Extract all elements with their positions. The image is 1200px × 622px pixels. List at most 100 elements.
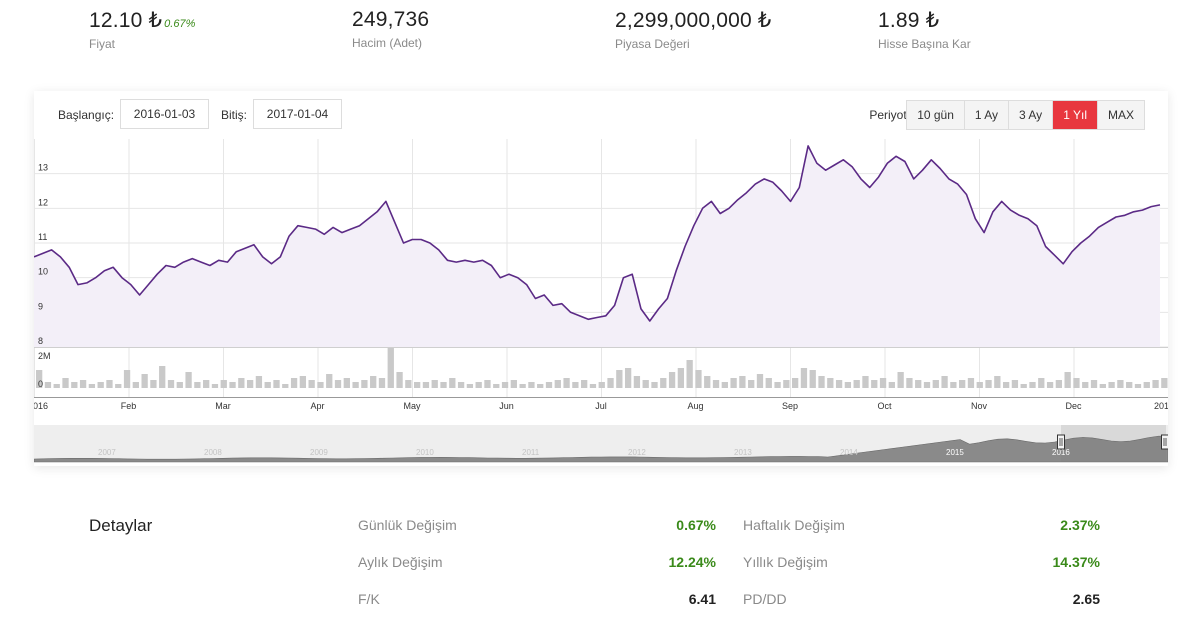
period-button-1-month[interactable]: 1 Ay xyxy=(964,101,1010,129)
volume-bar xyxy=(194,382,201,388)
volume-bar xyxy=(800,368,808,388)
navigator-year-label: 2007 xyxy=(98,448,116,457)
volume-bar xyxy=(264,382,271,388)
volume-bar xyxy=(71,382,78,388)
pb-ratio-label: PD/DD xyxy=(743,591,787,607)
period-button-1-year[interactable]: 1 Yıl xyxy=(1053,101,1098,129)
volume-bar xyxy=(1152,380,1159,388)
navigator-handle[interactable] xyxy=(1161,434,1169,450)
volume-bar xyxy=(1002,382,1010,388)
volume-bar xyxy=(783,380,790,388)
volume-bar xyxy=(756,374,764,388)
volume-bar xyxy=(1082,382,1089,388)
volume-bar xyxy=(176,382,183,388)
volume-bar xyxy=(141,374,148,388)
volume-bar xyxy=(370,376,377,388)
volume-bar xyxy=(1029,382,1036,388)
volume-bar xyxy=(106,380,113,388)
volume-bar xyxy=(906,378,913,388)
volume-bar xyxy=(273,380,280,388)
volume-bar xyxy=(97,382,104,388)
volume-bar xyxy=(1090,380,1098,388)
volume-bar xyxy=(581,380,588,388)
volume-bar xyxy=(457,382,465,388)
volume-bar xyxy=(220,380,227,388)
start-date-label: Başlangıç: xyxy=(58,108,115,122)
volume-bar xyxy=(686,360,693,388)
end-date-input[interactable]: 2017-01-04 xyxy=(253,99,342,129)
volume-tick-label: 2M xyxy=(38,351,51,361)
price-area xyxy=(34,145,1161,347)
volume-bar xyxy=(888,382,895,388)
volume-bar xyxy=(255,376,263,388)
volume-bar xyxy=(721,382,728,388)
chart-axes: 8 9 10 11 12 13 0 2M 2016 Feb Mar Apr May Jun Jul Aug Se… xyxy=(34,163,1168,411)
month-tick-label: Jul xyxy=(595,401,607,411)
month-tick-label: Jun xyxy=(499,401,514,411)
volume-bars xyxy=(36,348,1168,388)
period-button-max[interactable]: MAX xyxy=(1097,101,1144,129)
volume-bar xyxy=(985,380,992,388)
volume-bar xyxy=(545,382,553,388)
volume-bar xyxy=(660,378,667,388)
volume-bar xyxy=(844,382,852,388)
volume-bar xyxy=(396,372,403,388)
volume-bar xyxy=(677,368,685,388)
volume-bar xyxy=(1108,382,1115,388)
volume-bar xyxy=(668,372,676,388)
month-tick-label: Aug xyxy=(687,401,703,411)
month-tick-label: Dec xyxy=(1065,401,1082,411)
stat-price-label: Fiyat xyxy=(89,37,116,51)
period-button-3-months[interactable]: 3 Ay xyxy=(1009,101,1054,129)
stat-eps-label: Hisse Başına Kar xyxy=(878,37,971,51)
price-tick-label: 12 xyxy=(38,197,48,207)
yearly-change-value: 14.37% xyxy=(1052,554,1100,570)
navigator-year-label: 2010 xyxy=(416,448,434,457)
volume-bar xyxy=(827,378,834,388)
volume-bar xyxy=(501,382,509,388)
volume-bar xyxy=(1134,384,1142,388)
month-tick-label: Feb xyxy=(121,401,137,411)
price-area-fill xyxy=(34,145,1160,347)
volume-bar xyxy=(1020,384,1027,388)
volume-bar xyxy=(123,370,131,388)
price-tick-label: 10 xyxy=(38,267,48,277)
volume-bar xyxy=(642,380,649,388)
details-title: Detaylar xyxy=(89,516,153,535)
month-tick-label: May xyxy=(403,401,421,411)
volume-bar xyxy=(607,378,614,388)
volume-bar xyxy=(1073,378,1080,388)
volume-bar xyxy=(159,366,166,388)
navigator-year-label: 2016 xyxy=(1052,448,1070,457)
navigator-handle[interactable] xyxy=(1057,434,1065,450)
stat-market-cap-value: 2,299,000,000 ₺ xyxy=(615,9,772,32)
volume-bar xyxy=(633,376,641,388)
weekly-change-label: Haftalık Değişim xyxy=(743,517,845,533)
navigator-year-label: 2009 xyxy=(310,448,328,457)
yearly-change-label: Yıllık Değişim xyxy=(743,554,828,570)
volume-bar xyxy=(440,382,447,388)
price-tick-label: 13 xyxy=(38,163,48,173)
month-tick-label: Mar xyxy=(215,401,231,411)
volume-bar xyxy=(519,384,526,388)
navigator-range xyxy=(1061,425,1166,462)
weekly-change-value: 2.37% xyxy=(1060,517,1100,533)
volume-bar xyxy=(624,368,632,388)
volume-bar xyxy=(510,380,517,388)
volume-bar xyxy=(167,380,175,388)
month-tick-label: Oct xyxy=(877,401,892,411)
monthly-change-value: 12.24% xyxy=(668,554,716,570)
volume-bar xyxy=(1143,382,1150,388)
volume-bar xyxy=(282,384,289,388)
end-date-label: Bitiş: xyxy=(221,108,248,122)
stock-chart[interactable]: 8 9 10 11 12 13 0 2M 2016 Feb Mar Apr May Jun Jul Aug Se… xyxy=(34,91,1168,466)
volume-bar xyxy=(36,370,43,388)
price-line xyxy=(34,145,1161,322)
start-date-input[interactable]: 2016-01-03 xyxy=(120,99,209,129)
navigator-year-label: 2014 xyxy=(840,448,858,457)
period-button-10-days[interactable]: 10 gün xyxy=(907,101,965,129)
volume-bar xyxy=(132,382,139,388)
volume-bar xyxy=(493,384,500,388)
volume-bar xyxy=(238,378,245,388)
volume-bar xyxy=(229,382,236,388)
